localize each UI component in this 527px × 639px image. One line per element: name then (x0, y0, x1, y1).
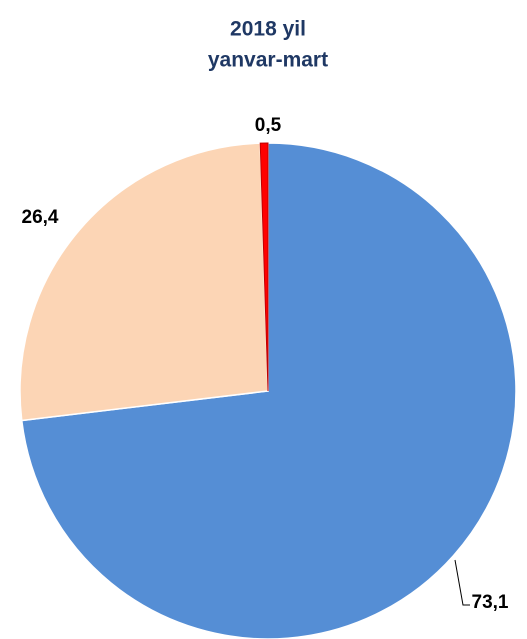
leader-line (454, 559, 470, 606)
pie-slice (20, 142, 517, 639)
data-label: 0,5 (255, 115, 282, 136)
chart-subtitle: yanvar-mart (208, 49, 328, 72)
chart-title: 2018 yil (230, 18, 306, 41)
pie-slice (259, 142, 269, 392)
pie-slice (19, 142, 269, 422)
data-label: 26,4 (22, 207, 59, 228)
data-label: 73,1 (472, 592, 509, 613)
